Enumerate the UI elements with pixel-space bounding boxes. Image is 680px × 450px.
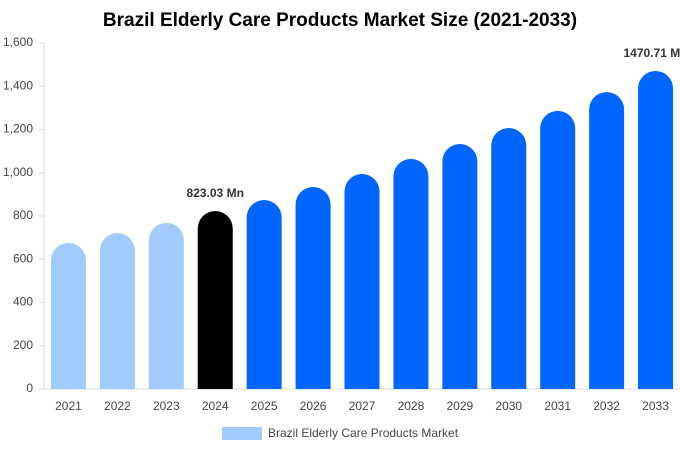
x-tick-label: 2032 (593, 399, 620, 413)
x-tick-label: 2030 (495, 399, 522, 413)
y-tick-label: 800 (13, 208, 33, 222)
x-tick-label: 2027 (349, 399, 376, 413)
bar (197, 211, 233, 389)
legend-label: Brazil Elderly Care Products Market (268, 426, 459, 440)
bar (50, 243, 86, 389)
y-tick-label: 1,200 (3, 122, 33, 136)
x-tick-label: 2028 (398, 399, 425, 413)
bar (589, 92, 625, 390)
x-tick-label: 2021 (55, 399, 82, 413)
x-tick-label: 2025 (251, 399, 278, 413)
y-tick-label: 200 (13, 338, 33, 352)
bar (295, 187, 331, 389)
chart-title: Brazil Elderly Care Products Market Size… (103, 10, 577, 31)
x-tick-label: 2031 (544, 399, 571, 413)
bar (393, 158, 429, 389)
value-label: 1470.71 Mn (624, 46, 680, 60)
x-tick-label: 2029 (446, 399, 473, 413)
x-tick-label: 2022 (104, 399, 131, 413)
x-tick-label: 2026 (300, 399, 327, 413)
bar (246, 199, 282, 389)
bar (491, 127, 527, 389)
bar (540, 110, 576, 389)
y-tick-label: 400 (13, 295, 33, 309)
y-tick-label: 0 (26, 381, 33, 395)
y-tick-label: 1,600 (3, 35, 33, 49)
value-label: 823.03 Mn (187, 186, 244, 200)
bar (99, 233, 135, 389)
x-tick-label: 2024 (202, 399, 229, 413)
bar (148, 222, 184, 389)
x-tick-label: 2033 (642, 399, 669, 413)
y-tick-label: 1,400 (3, 78, 33, 92)
bar (442, 143, 478, 389)
bar (638, 70, 674, 390)
y-tick-label: 600 (13, 251, 33, 265)
legend-swatch (222, 427, 262, 440)
y-tick-label: 1,000 (3, 165, 33, 179)
x-tick-label: 2023 (153, 399, 180, 413)
bar (344, 174, 380, 389)
